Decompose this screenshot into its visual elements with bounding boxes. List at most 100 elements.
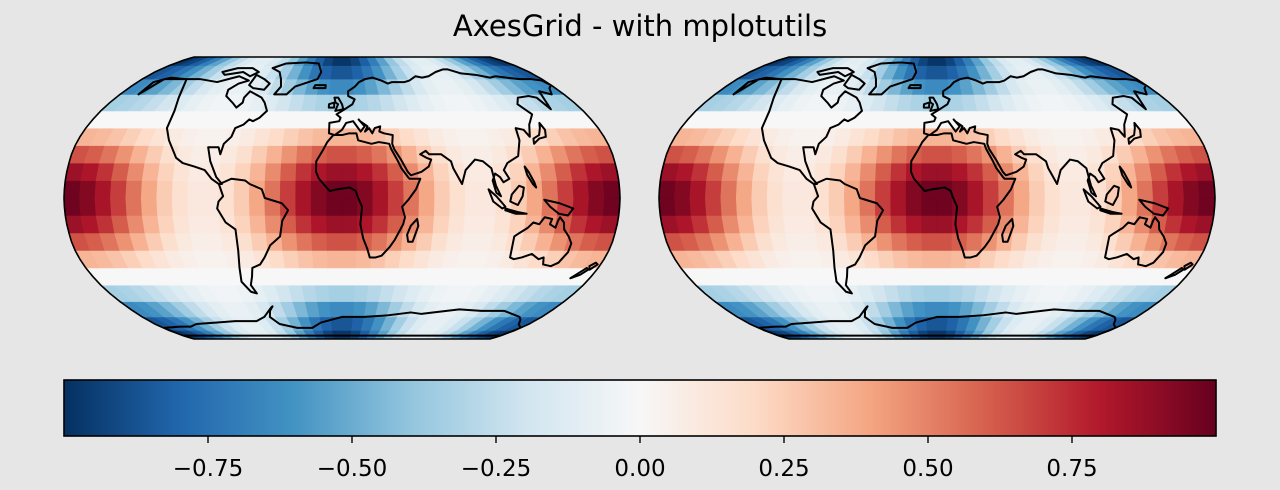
grid-cell (481, 57, 515, 66)
grid-cell (1028, 180, 1046, 199)
grid-cell (264, 180, 281, 199)
grid-cell (890, 197, 907, 216)
coastline (1099, 207, 1123, 215)
grid-cell (766, 180, 784, 199)
grid-cell (936, 65, 949, 80)
grid-cell (705, 197, 723, 216)
grid-cell (310, 215, 328, 234)
coastline (811, 177, 885, 295)
colorbar-tick-label: −0.25 (461, 456, 531, 482)
grid-cell (264, 215, 282, 234)
grid-cell (979, 250, 997, 269)
grid-cell (447, 162, 466, 181)
grid-cell (249, 162, 267, 181)
grid-cell (316, 78, 332, 95)
coastline (315, 132, 422, 259)
grid-cell (371, 145, 388, 164)
grid-cell (993, 57, 1015, 66)
grid-cell (829, 215, 847, 234)
grid-cell (736, 215, 756, 234)
grid-cell (341, 284, 356, 302)
grid-cell (961, 57, 976, 66)
coastline (406, 217, 420, 243)
grid-cell (172, 215, 191, 234)
grid-cell (1035, 57, 1062, 66)
grid-cell (282, 127, 300, 146)
grid-cell (1105, 180, 1123, 199)
grid-cell (877, 250, 895, 269)
coastline (543, 198, 575, 217)
grid-cell (951, 162, 969, 181)
grid-cell (1013, 180, 1030, 199)
grid-cell (721, 215, 741, 234)
grid-cell (406, 57, 430, 66)
grid-cell (792, 57, 823, 66)
grid-cell (171, 197, 189, 216)
grid-cell (125, 180, 143, 199)
grid-cell (322, 57, 335, 66)
map-outline (658, 56, 1216, 340)
grid-cell (279, 180, 297, 199)
grid-cell (949, 94, 965, 112)
grid-cell (187, 180, 204, 199)
grid-cell (171, 180, 189, 199)
grid-cell (357, 180, 374, 199)
grid-cell (927, 57, 938, 66)
grid-cell (783, 57, 814, 66)
grid-cell (354, 94, 370, 112)
grid-cell (284, 267, 303, 286)
grid-cell (464, 197, 482, 216)
grid-cell (447, 215, 466, 234)
colorbar-gradient (63, 379, 1217, 437)
grid-cell (1001, 57, 1025, 66)
grid-cell (905, 180, 922, 199)
grid-cell (341, 65, 354, 80)
grid-cell (126, 162, 146, 181)
grid-cell (510, 180, 528, 199)
grid-cell (341, 127, 358, 146)
coastline (1138, 198, 1170, 217)
grid-cell (356, 145, 373, 164)
left-map (63, 56, 621, 340)
grid-cell (936, 284, 951, 302)
grid-cell (332, 57, 343, 66)
grid-cell (349, 57, 362, 66)
grid-cell (157, 215, 176, 234)
grid-cell (735, 197, 753, 216)
colorbar-tick-label: 0.50 (902, 456, 953, 482)
grid-cell (234, 162, 252, 181)
grid-cell (982, 180, 1000, 199)
grid-cell (828, 197, 846, 216)
grid-cell (1076, 57, 1110, 66)
grid-cell (830, 145, 849, 164)
grid-cell (264, 162, 282, 181)
grid-cell (203, 215, 221, 234)
grid-cell (587, 180, 605, 199)
grid-cell (1043, 57, 1072, 66)
grid-cell (326, 232, 343, 251)
map-cells (659, 57, 1215, 339)
grid-cell (326, 145, 343, 164)
grid-cell (1167, 180, 1185, 199)
grid-cell (735, 180, 753, 199)
coastlines (137, 61, 599, 337)
coastline (312, 84, 327, 90)
grid-cell (891, 232, 908, 251)
grid-cell (782, 180, 799, 199)
grid-cell (921, 215, 938, 234)
grid-cell (859, 215, 877, 234)
grid-cell (721, 162, 741, 181)
grid-cell (921, 250, 938, 269)
grid-cell (907, 127, 924, 146)
grid-cell (296, 145, 313, 164)
grid-cell (800, 232, 819, 251)
grid-cell (1059, 197, 1077, 216)
grid-cell (313, 267, 329, 286)
grid-cell (1121, 197, 1139, 216)
grid-cell (879, 267, 898, 286)
grid-cell (767, 162, 786, 181)
grid-cell (312, 127, 329, 146)
grid-cell (674, 197, 692, 216)
grid-cell (110, 197, 128, 216)
grid-cell (267, 127, 286, 146)
